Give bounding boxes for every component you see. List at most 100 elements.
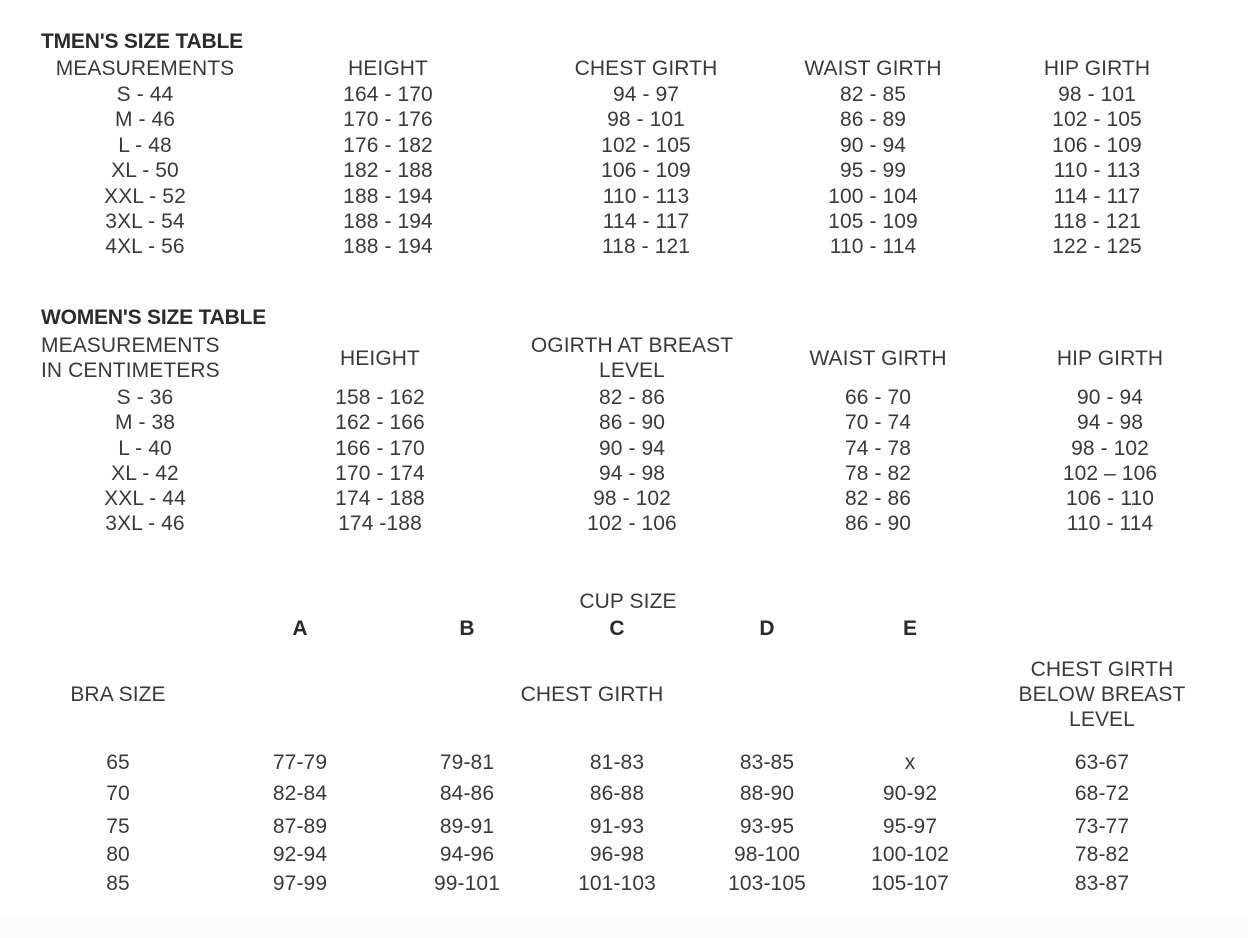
bra-cell-cup-b: 84-86 — [439, 782, 495, 805]
mens-cell-height: 188 - 194 — [343, 210, 433, 233]
mens-cell-chest: 106 - 109 — [601, 159, 691, 182]
bra-cell-cup-a: 92-94 — [272, 843, 328, 866]
cup-letter-c: C — [609, 617, 625, 640]
bra-cell-cup-d: 103-105 — [728, 872, 806, 895]
womens-cell-ogirth: 82 - 86 — [598, 386, 666, 409]
mens-cell-chest: 110 - 113 — [602, 185, 690, 208]
chest-girth-label: CHEST GIRTH — [520, 683, 664, 706]
womens-header-ogirth-line1: OGIRTH AT BREAST — [530, 334, 734, 357]
womens-cell-ogirth: 102 - 106 — [587, 512, 677, 535]
womens-cell-height: 174 -188 — [338, 512, 422, 535]
mens-cell-waist: 110 - 114 — [829, 235, 917, 258]
womens-cell-height: 174 - 188 — [335, 487, 425, 510]
womens-header-ogirth-line2: LEVEL — [599, 359, 665, 382]
bra-cell-cup-e: x — [904, 751, 916, 774]
womens-header-waist-girth: WAIST GIRTH — [809, 347, 947, 370]
womens-cell-size: 3XL - 46 — [105, 512, 185, 535]
bra-cell-cup-b: 79-81 — [439, 751, 495, 774]
mens-cell-size: S - 44 — [116, 83, 174, 106]
bra-cell-size: 65 — [106, 751, 130, 774]
womens-cell-waist: 82 - 86 — [844, 487, 912, 510]
mens-cell-chest: 118 - 121 — [601, 235, 691, 258]
womens-cell-waist: 86 - 90 — [844, 512, 912, 535]
womens-cell-height: 170 - 174 — [335, 462, 425, 485]
mens-cell-height: 182 - 188 — [343, 159, 433, 182]
mens-cell-waist: 95 - 99 — [839, 159, 907, 182]
womens-cell-waist: 70 - 74 — [844, 411, 912, 434]
below-breast-label-line3: LEVEL — [1069, 708, 1135, 731]
mens-cell-hip: 106 - 109 — [1052, 134, 1142, 157]
below-breast-label-line1: CHEST GIRTH — [1030, 658, 1174, 681]
bra-cell-size: 70 — [106, 782, 130, 805]
bra-cell-cup-d: 88-90 — [739, 782, 795, 805]
bra-cell-cup-a: 97-99 — [272, 872, 328, 895]
mens-cell-height: 176 - 182 — [343, 134, 433, 157]
mens-cell-chest: 94 - 97 — [612, 83, 680, 106]
womens-header-hip-girth: HIP GIRTH — [1056, 347, 1164, 370]
womens-cell-size: XL - 42 — [111, 462, 179, 485]
womens-cell-waist: 78 - 82 — [844, 462, 912, 485]
bra-cell-cup-b: 89-91 — [439, 815, 495, 838]
bra-cell-cup-b: 94-96 — [439, 843, 495, 866]
mens-cell-chest: 98 - 101 — [607, 108, 685, 131]
bra-cell-cup-c: 96-98 — [589, 843, 645, 866]
womens-header-height: HEIGHT — [340, 347, 420, 370]
bra-cell-cup-d: 98-100 — [734, 843, 800, 866]
bra-cell-below-breast: 83-87 — [1074, 872, 1130, 895]
mens-cell-waist: 90 - 94 — [839, 134, 907, 157]
cup-letter-a: A — [292, 617, 308, 640]
cup-size-label: CUP SIZE — [579, 590, 677, 613]
bra-cell-below-breast: 78-82 — [1074, 843, 1130, 866]
bra-cell-size: 85 — [106, 872, 130, 895]
womens-table-title: WOMEN'S SIZE TABLE — [41, 306, 267, 329]
mens-cell-hip: 114 - 117 — [1053, 185, 1141, 208]
womens-cell-waist: 66 - 70 — [844, 386, 912, 409]
bra-cell-cup-c: 101-103 — [578, 872, 656, 895]
mens-cell-waist: 100 - 104 — [828, 185, 918, 208]
mens-cell-hip: 118 - 121 — [1052, 210, 1142, 233]
below-breast-label-line2: BELOW BREAST — [1018, 683, 1186, 706]
mens-cell-hip: 102 - 105 — [1052, 108, 1142, 131]
mens-header-waist-girth: WAIST GIRTH — [804, 57, 942, 80]
womens-cell-waist: 74 - 78 — [844, 437, 912, 460]
bra-cell-cup-b: 99-101 — [434, 872, 500, 895]
womens-cell-hip: 102 – 106 — [1062, 462, 1158, 485]
womens-cell-hip: 110 - 114 — [1066, 512, 1154, 535]
womens-cell-hip: 94 - 98 — [1076, 411, 1144, 434]
womens-cell-size: S - 36 — [116, 386, 174, 409]
bra-cell-cup-d: 93-95 — [739, 815, 795, 838]
bra-cell-cup-a: 82-84 — [272, 782, 328, 805]
mens-cell-waist: 105 - 109 — [828, 210, 918, 233]
bra-size-label: BRA SIZE — [70, 683, 166, 706]
mens-cell-hip: 110 - 113 — [1053, 159, 1141, 182]
womens-cell-ogirth: 94 - 98 — [598, 462, 666, 485]
mens-cell-size: 3XL - 54 — [105, 210, 185, 233]
bra-cell-below-breast: 68-72 — [1074, 782, 1130, 805]
womens-cell-hip: 106 - 110 — [1065, 487, 1155, 510]
mens-header-measurements: MEASUREMENTS — [55, 57, 235, 80]
womens-cell-height: 162 - 166 — [335, 411, 425, 434]
mens-cell-hip: 122 - 125 — [1052, 235, 1142, 258]
mens-cell-height: 188 - 194 — [343, 185, 433, 208]
mens-cell-waist: 86 - 89 — [839, 108, 907, 131]
womens-cell-size: XXL - 44 — [104, 487, 186, 510]
bra-cell-cup-e: 100-102 — [871, 843, 949, 866]
womens-header-measurements-line1: MEASUREMENTS — [41, 334, 220, 357]
cup-letter-e: E — [902, 617, 918, 640]
mens-table-title: TMEN'S SIZE TABLE — [41, 30, 243, 53]
bra-cell-below-breast: 73-77 — [1074, 815, 1130, 838]
page-bottom-edge — [0, 916, 1248, 938]
mens-cell-height: 164 - 170 — [343, 83, 433, 106]
womens-cell-ogirth: 98 - 102 — [593, 487, 671, 510]
womens-cell-size: L - 40 — [118, 437, 172, 460]
bra-cell-size: 80 — [106, 843, 130, 866]
bra-cell-cup-e: 90-92 — [882, 782, 938, 805]
womens-cell-hip: 90 - 94 — [1076, 386, 1144, 409]
bra-cell-below-breast: 63-67 — [1074, 751, 1130, 774]
mens-cell-size: 4XL - 56 — [105, 235, 185, 258]
mens-cell-hip: 98 - 101 — [1058, 83, 1136, 106]
mens-cell-size: M - 46 — [114, 108, 176, 131]
mens-cell-size: XXL - 52 — [104, 185, 186, 208]
bra-cell-cup-e: 95-97 — [882, 815, 938, 838]
